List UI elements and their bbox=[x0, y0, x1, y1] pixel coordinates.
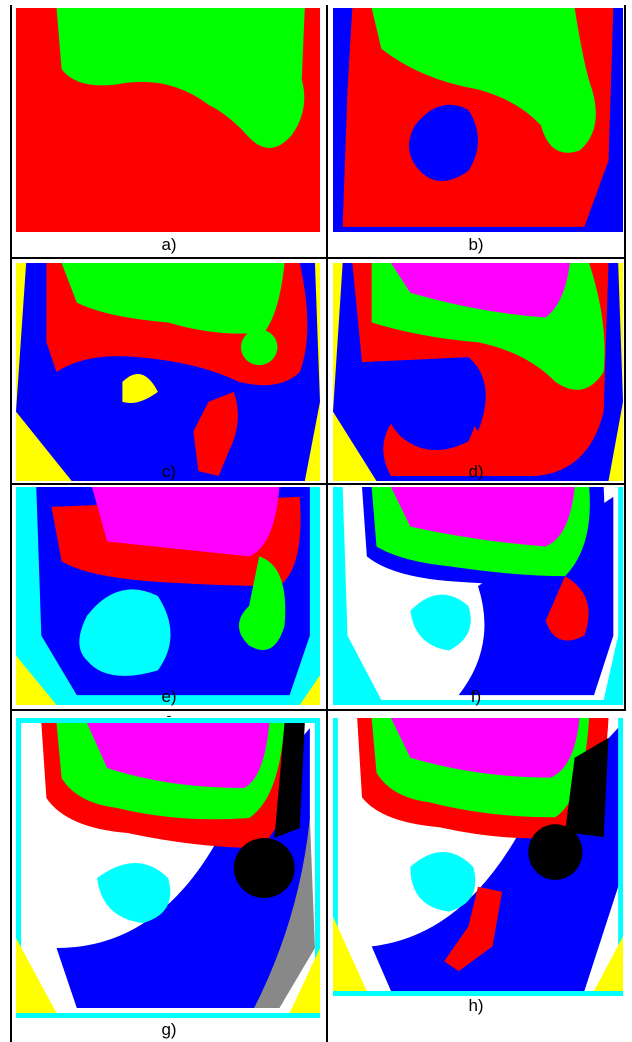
border bbox=[624, 5, 626, 711]
panel-label: c) bbox=[12, 462, 326, 482]
border bbox=[10, 483, 626, 485]
panel-label: g) bbox=[12, 1020, 326, 1040]
panel-image bbox=[16, 487, 320, 705]
panel-label: e) bbox=[12, 687, 326, 707]
panel-image bbox=[16, 8, 320, 232]
panel-label: h) bbox=[328, 996, 624, 1016]
panel-image bbox=[16, 263, 320, 481]
figure: {"panels": [{"label": "a)"}, {"label": "… bbox=[0, 0, 632, 1042]
panel-image bbox=[333, 718, 623, 996]
border bbox=[10, 5, 12, 1042]
panel-label: f) bbox=[328, 687, 624, 707]
border bbox=[326, 5, 328, 1042]
panel-label: b) bbox=[328, 235, 624, 255]
panel-label: d) bbox=[328, 462, 624, 482]
panel-image bbox=[333, 8, 623, 232]
panel-label: a) bbox=[12, 235, 326, 255]
separator-mark: - bbox=[12, 707, 326, 723]
panel-image bbox=[333, 263, 623, 481]
panel-image bbox=[333, 487, 623, 705]
border bbox=[10, 257, 626, 259]
panel-image bbox=[16, 718, 320, 1018]
